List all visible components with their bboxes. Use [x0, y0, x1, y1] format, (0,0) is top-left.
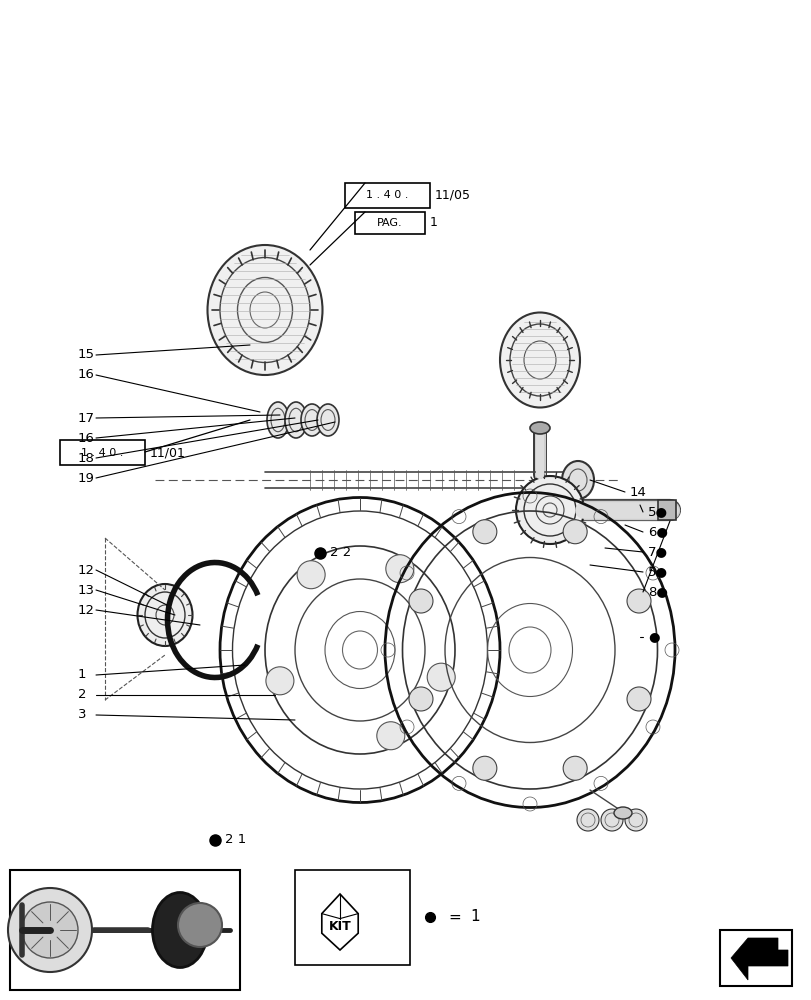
Circle shape [626, 687, 650, 711]
Text: 19: 19 [78, 472, 95, 485]
Text: ●: ● [647, 631, 659, 644]
Ellipse shape [600, 809, 622, 831]
Text: =: = [448, 909, 461, 924]
Ellipse shape [561, 461, 594, 499]
Ellipse shape [515, 476, 583, 544]
Text: 18: 18 [78, 452, 95, 464]
Text: 5●: 5● [647, 566, 667, 578]
Text: 13: 13 [78, 584, 95, 596]
Circle shape [409, 687, 432, 711]
Text: 1: 1 [430, 217, 437, 230]
Text: 2 1: 2 1 [225, 833, 246, 846]
Text: 16: 16 [78, 368, 95, 381]
Ellipse shape [530, 422, 549, 434]
Text: PAG.: PAG. [377, 218, 402, 228]
Circle shape [8, 888, 92, 972]
Text: 16: 16 [78, 432, 95, 444]
Ellipse shape [316, 404, 338, 436]
Text: 14: 14 [629, 486, 646, 498]
Text: 7●: 7● [647, 546, 667, 558]
Circle shape [472, 520, 496, 544]
Text: 17: 17 [78, 412, 95, 424]
Ellipse shape [613, 807, 631, 819]
Bar [294, 870, 410, 965]
Polygon shape [730, 938, 787, 980]
Bar [60, 440, 145, 465]
Text: 1: 1 [470, 909, 479, 924]
Circle shape [409, 589, 432, 613]
Circle shape [563, 756, 586, 780]
Ellipse shape [285, 402, 307, 438]
Text: 15: 15 [78, 349, 95, 361]
Circle shape [376, 722, 405, 750]
Text: 1 . 4 0 .: 1 . 4 0 . [366, 190, 408, 200]
Circle shape [563, 520, 586, 544]
Ellipse shape [301, 404, 323, 436]
Ellipse shape [500, 312, 579, 408]
Ellipse shape [267, 402, 289, 438]
Circle shape [178, 903, 221, 947]
Bar [719, 930, 791, 986]
Bar [345, 183, 430, 208]
Text: 2 2: 2 2 [329, 546, 351, 560]
Circle shape [265, 667, 294, 695]
Circle shape [385, 555, 414, 583]
Text: 6●: 6● [647, 526, 667, 538]
Circle shape [626, 589, 650, 613]
Bar [657, 500, 676, 520]
Ellipse shape [137, 584, 192, 646]
Ellipse shape [152, 892, 208, 967]
Text: 5●: 5● [647, 506, 667, 518]
Circle shape [297, 561, 324, 589]
Ellipse shape [208, 245, 322, 375]
Ellipse shape [577, 809, 599, 831]
Text: 12: 12 [78, 603, 95, 616]
Bar [10, 870, 240, 990]
Text: 1 . 4 0 .: 1 . 4 0 . [81, 448, 123, 458]
Text: KIT: KIT [328, 920, 351, 933]
Circle shape [427, 663, 455, 691]
Circle shape [472, 756, 496, 780]
Bar [354, 212, 424, 234]
Text: 1: 1 [78, 668, 87, 682]
Text: 2: 2 [78, 688, 87, 702]
Circle shape [22, 902, 78, 958]
Text: 11/05: 11/05 [435, 189, 470, 202]
Text: 3: 3 [78, 708, 87, 722]
Ellipse shape [624, 809, 646, 831]
Text: 11/01: 11/01 [150, 446, 186, 459]
Text: 8●: 8● [647, 585, 667, 598]
Text: 12: 12 [78, 564, 95, 576]
